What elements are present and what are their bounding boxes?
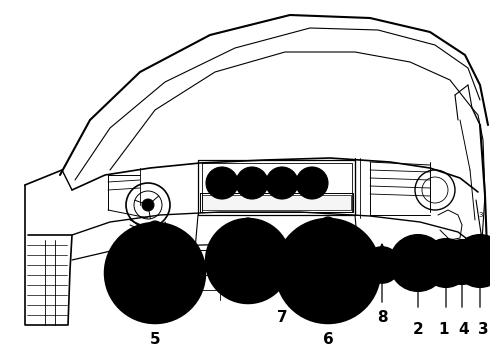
Circle shape [135,253,175,293]
Text: 3: 3 [479,212,483,218]
Circle shape [248,179,256,187]
Circle shape [440,240,484,284]
Circle shape [413,258,423,268]
Circle shape [466,247,490,275]
Circle shape [458,241,466,249]
Circle shape [475,236,485,246]
Circle shape [276,219,380,323]
Circle shape [422,239,470,287]
Circle shape [339,272,349,282]
Circle shape [320,217,336,233]
Circle shape [145,263,165,283]
Circle shape [218,179,226,187]
Circle shape [438,255,454,271]
Circle shape [105,223,205,323]
Circle shape [459,259,465,265]
Circle shape [241,254,255,268]
Circle shape [471,252,489,270]
Circle shape [117,235,193,311]
Circle shape [308,251,348,291]
Circle shape [455,255,469,269]
Circle shape [442,259,450,267]
Circle shape [218,231,278,291]
Circle shape [241,218,255,232]
Circle shape [211,172,233,194]
Circle shape [234,247,262,275]
Circle shape [364,247,400,283]
Circle shape [266,167,298,199]
Circle shape [236,167,268,199]
Circle shape [370,253,394,277]
Circle shape [445,245,479,279]
Text: 7: 7 [277,310,287,325]
Circle shape [442,241,450,249]
Circle shape [111,229,199,317]
Text: 3: 3 [478,323,489,338]
Circle shape [408,253,428,273]
Circle shape [298,241,358,301]
Circle shape [125,243,185,303]
Circle shape [396,241,440,285]
Circle shape [376,259,388,271]
Circle shape [433,250,459,276]
Bar [202,195,351,210]
Circle shape [318,261,338,281]
Circle shape [296,167,328,199]
Circle shape [454,235,490,287]
Circle shape [336,269,352,285]
Circle shape [278,179,286,187]
Text: 5: 5 [149,333,160,347]
Circle shape [212,225,284,297]
Circle shape [226,239,270,283]
Circle shape [206,167,238,199]
Circle shape [308,179,316,187]
Text: 6: 6 [322,333,333,347]
Circle shape [390,235,446,291]
Text: 1: 1 [439,323,449,338]
Circle shape [450,250,474,274]
Text: 8: 8 [377,310,387,325]
Circle shape [428,245,464,281]
Circle shape [206,219,290,303]
Circle shape [402,247,434,279]
Circle shape [476,257,484,265]
Circle shape [142,199,154,211]
Text: 4: 4 [459,323,469,338]
Circle shape [271,172,293,194]
Circle shape [301,172,323,194]
Circle shape [460,241,490,281]
Circle shape [413,236,423,246]
Circle shape [347,278,357,288]
Circle shape [147,221,163,237]
Text: 2: 2 [413,323,423,338]
Circle shape [282,225,374,317]
Circle shape [241,172,263,194]
Circle shape [289,232,367,310]
